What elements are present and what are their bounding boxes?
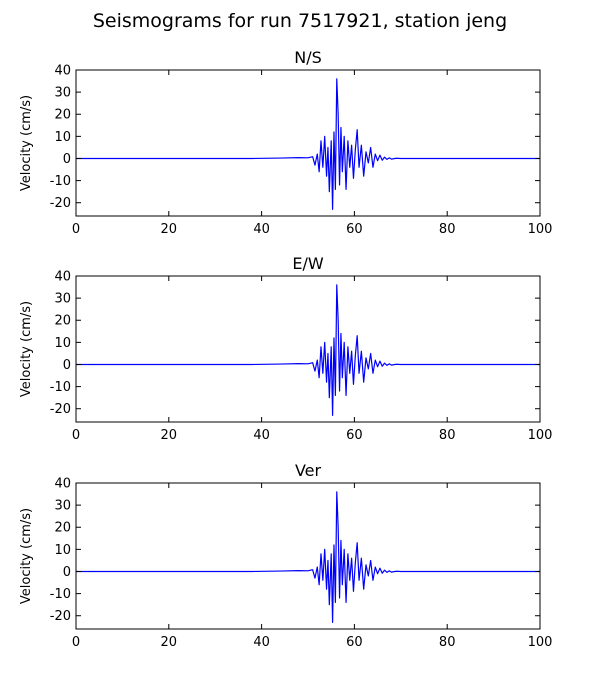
y-tick-label: -10 [50,174,71,189]
y-axis-label: Velocity (cm/s) [19,301,34,397]
x-tick-label: 100 [528,635,553,650]
y-tick-label: 30 [54,86,71,101]
series-line [76,491,540,623]
y-axis-label: Velocity (cm/s) [19,95,34,191]
x-tick-label: 20 [161,635,178,650]
y-tick-label: 0 [63,152,71,167]
y-tick-label: 30 [54,499,71,514]
x-tick-label: 60 [346,222,363,237]
x-tick-label: 40 [253,428,270,443]
panel-title: E/W [292,254,324,273]
x-tick-label: 80 [439,222,456,237]
x-tick-label: 60 [346,635,363,650]
y-tick-label: 10 [54,336,71,351]
x-tick-label: 0 [72,428,80,443]
figure-title: Seismograms for run 7517921, station jen… [92,10,508,32]
y-tick-label: -20 [50,402,71,417]
y-tick-label: 20 [54,108,71,123]
y-tick-label: 40 [54,64,71,79]
series-line [76,78,540,210]
y-tick-label: -10 [50,380,71,395]
x-tick-label: 20 [161,222,178,237]
plot-frame [75,275,541,423]
panel-2: 0 20 40 60 80 100 -20 -10 0 10 20 30 40 E/W Velocity (… [19,254,552,443]
x-tick-label: 40 [253,222,270,237]
series-line [76,284,540,416]
y-tick-label: 0 [63,565,71,580]
x-tick-label: 80 [439,428,456,443]
y-tick-label: 20 [54,521,71,536]
x-tick-label: 60 [346,428,363,443]
x-tick-label: 100 [528,428,553,443]
y-tick-label: 10 [54,543,71,558]
y-tick-label: 40 [54,270,71,285]
x-tick-label: 0 [72,635,80,650]
y-tick-label: 20 [54,314,71,329]
panel-title: N/S [294,48,322,67]
panel-title: Ver [295,461,322,480]
y-tick-label: 40 [54,477,71,492]
y-axis-label: Velocity (cm/s) [19,508,34,604]
x-tick-label: 20 [161,428,178,443]
y-tick-label: 0 [63,358,71,373]
plot-frame [75,69,541,217]
x-tick-label: 0 [72,222,80,237]
x-tick-label: 40 [253,635,270,650]
y-tick-label: -20 [50,609,71,624]
plot-frame [75,482,541,630]
panel-1: 0 20 40 60 80 100 -20 -10 0 10 20 30 40 N/S Velocity (… [19,48,552,237]
y-tick-label: -10 [50,587,71,602]
y-tick-label: 10 [54,130,71,145]
y-tick-label: 30 [54,292,71,307]
x-tick-label: 100 [528,222,553,237]
x-tick-label: 80 [439,635,456,650]
y-tick-label: -20 [50,196,71,211]
panel-3: 0 20 40 60 80 100 -20 -10 0 10 20 30 40 Ver Velocity (… [19,461,552,650]
